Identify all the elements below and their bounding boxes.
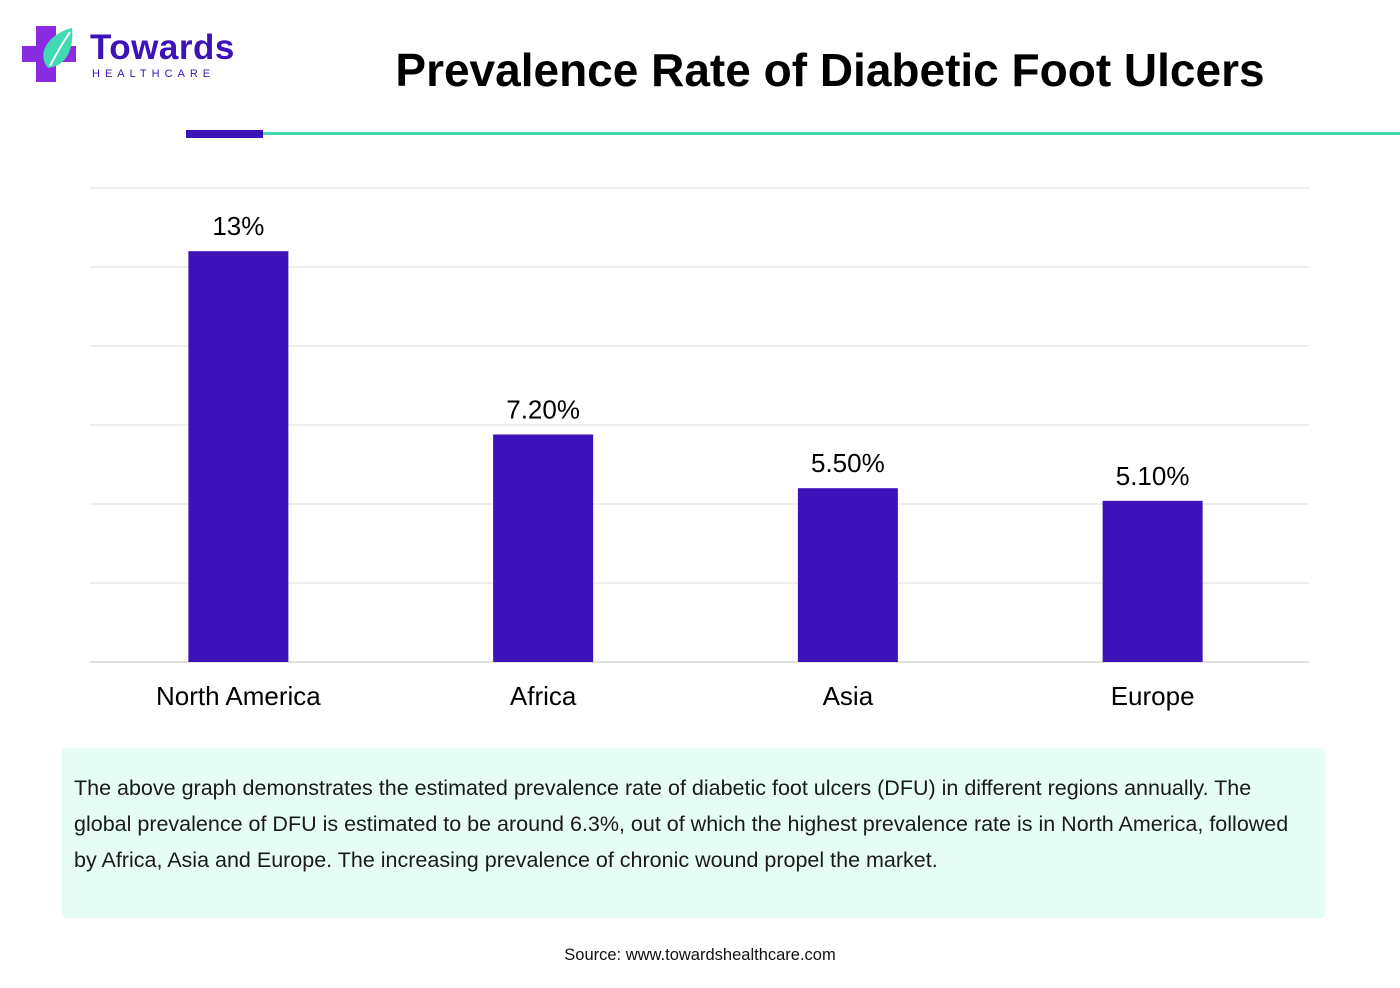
x-tick-label: Africa: [510, 681, 577, 711]
brand-logo: Towards HEALTHCARE: [22, 24, 242, 88]
bar: [188, 251, 289, 662]
data-label: 5.10%: [1116, 461, 1190, 491]
bar: [797, 488, 898, 662]
x-tick-label: Asia: [823, 681, 874, 711]
description-box: The above graph demonstrates the estimat…: [62, 748, 1325, 918]
x-tick-label: Europe: [1111, 681, 1195, 711]
bar: [493, 434, 594, 662]
bar: [1102, 500, 1203, 662]
brand-name: Towards: [90, 28, 235, 67]
data-label: 13%: [212, 211, 264, 241]
title-underline-accent: [186, 130, 263, 138]
description-text: The above graph demonstrates the estimat…: [74, 776, 1289, 872]
medical-cross-leaf-icon: [22, 26, 76, 82]
data-label: 7.20%: [506, 394, 580, 424]
x-tick-label: North America: [156, 681, 321, 711]
page-title: Prevalence Rate of Diabetic Foot Ulcers: [395, 44, 1265, 96]
brand-tagline: HEALTHCARE: [92, 68, 216, 80]
bar-chart: 13% North America 7.20% Africa 5.50% Asia 5.10…: [90, 187, 1309, 711]
title-underline: [263, 132, 1400, 135]
source-credit: Source: www.towardshealthcare.com: [564, 946, 836, 964]
data-label: 5.50%: [811, 448, 885, 478]
